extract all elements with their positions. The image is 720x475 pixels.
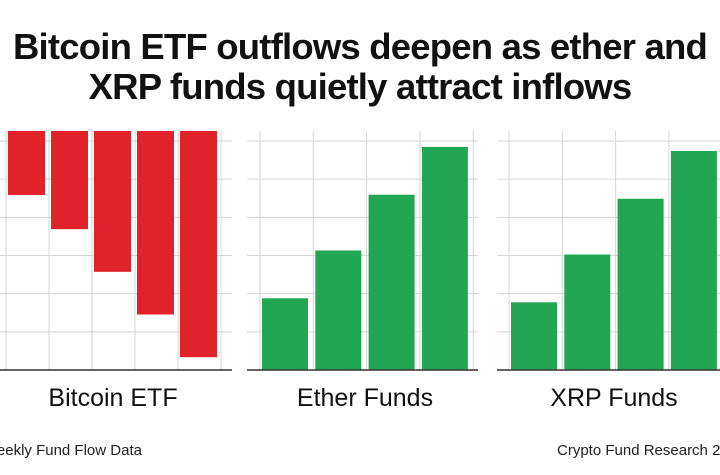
inflow-bar-2 <box>315 250 362 370</box>
inflow-bar-4 <box>670 150 717 370</box>
inflow-bar-2 <box>564 254 611 370</box>
outflow-bar-2 <box>51 131 88 230</box>
footer-source-label: Weekly Fund Flow Data <box>0 442 142 459</box>
panel-label: Bitcoin ETF <box>48 384 177 412</box>
inflow-bar-3 <box>368 194 415 370</box>
panel-label: Ether Funds <box>297 384 433 412</box>
inflow-bar-4 <box>421 146 468 370</box>
panel-label: XRP Funds <box>550 384 677 412</box>
chart-title-line-1: Bitcoin ETF outflows deepen as ether and <box>12 26 708 67</box>
outflow-bar-4 <box>137 131 174 315</box>
ether-funds-panel: Ether Funds <box>247 131 478 412</box>
outflow-bar-1 <box>8 131 45 196</box>
inflow-bar-1 <box>262 298 308 370</box>
inflow-bar-1 <box>511 302 557 370</box>
chart-title-line-2: XRP funds quietly attract inflows <box>88 66 633 107</box>
outflow-bar-3 <box>94 131 131 272</box>
outflow-bar-5 <box>180 131 217 358</box>
xrp-funds-panel: XRP Funds <box>497 131 720 412</box>
inflow-bar-3 <box>617 198 664 370</box>
footer-credit: Crypto Fund Research 2024 <box>557 442 720 459</box>
bitcoin-etf-panel: Bitcoin ETF <box>0 131 232 412</box>
